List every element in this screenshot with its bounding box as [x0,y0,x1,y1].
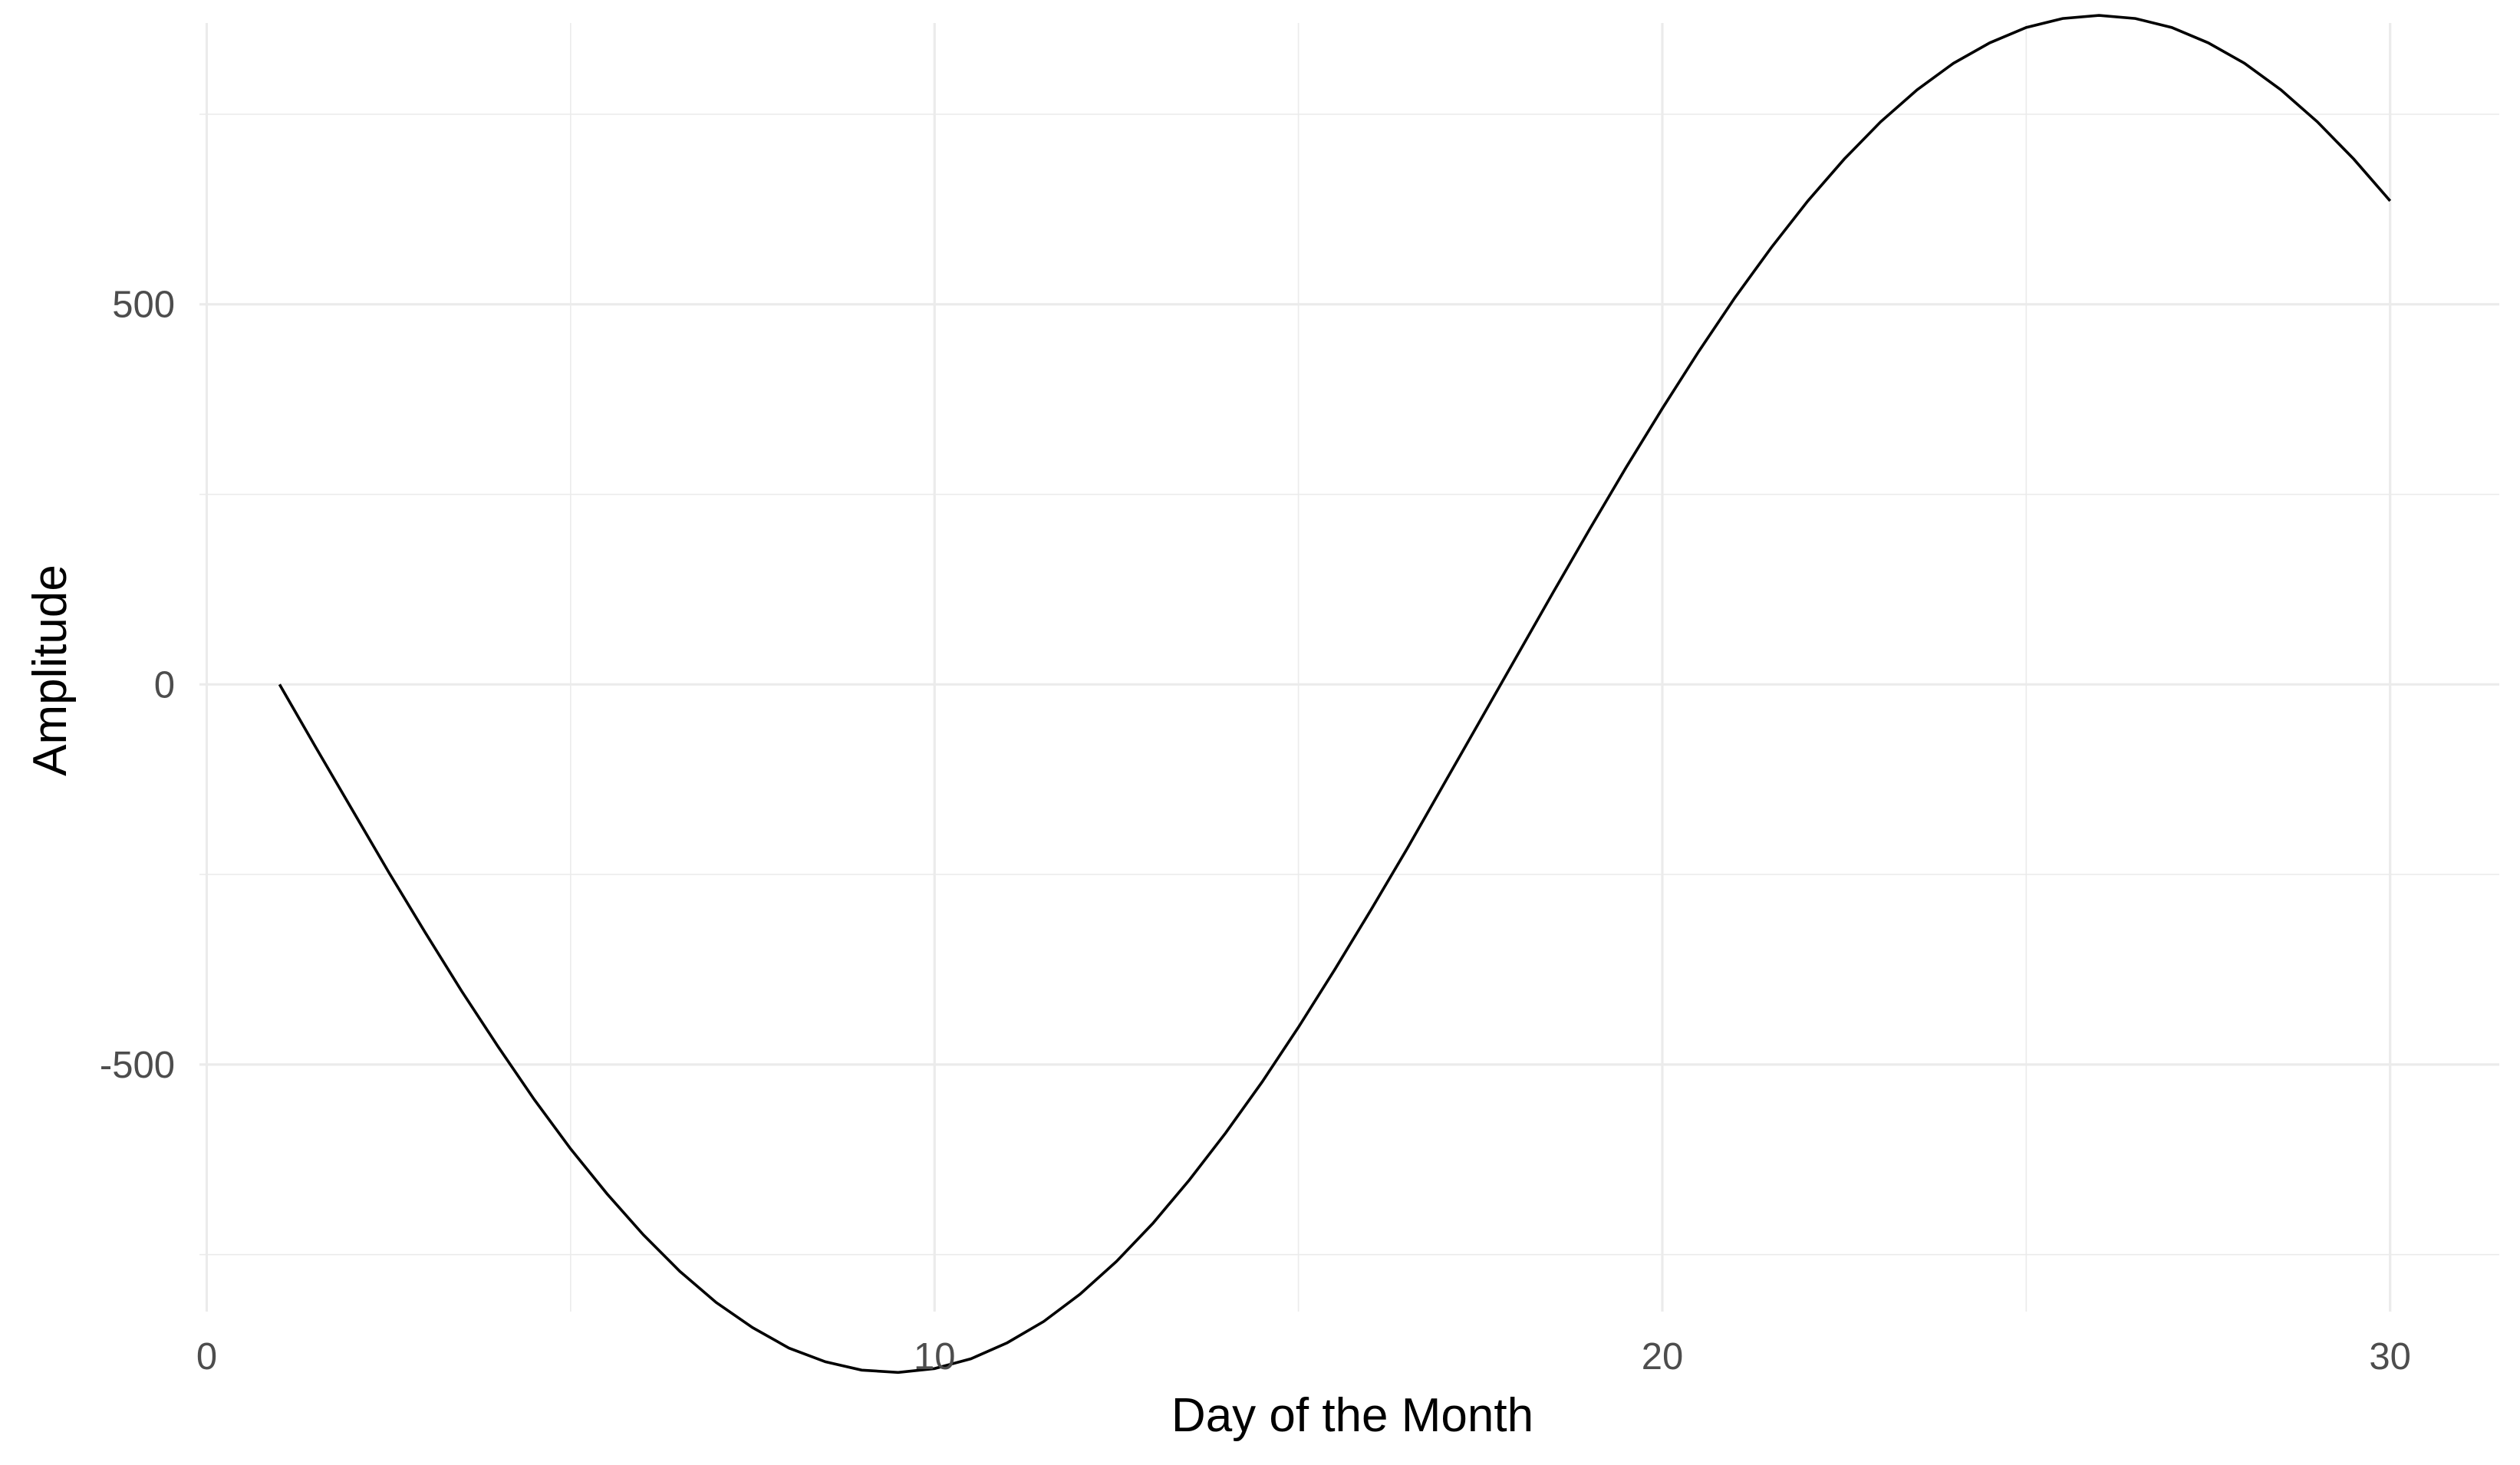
amplitude-line [278,14,2392,1374]
x-tick-label: 30 [2369,1336,2411,1378]
gridlines [199,23,2499,1312]
x-axis-tick-labels: 0 10 20 30 [196,1336,2411,1378]
y-tick-label: 500 [112,285,175,326]
x-tick-label: 10 [914,1336,956,1378]
x-tick-label: 20 [1642,1336,1684,1378]
plot-area [278,14,2392,1374]
x-tick-label: 0 [196,1336,217,1378]
y-axis-title: Amplitude [24,565,77,776]
x-axis-title: Day of the Month [1171,1389,1533,1442]
y-axis-tick-labels: -500 0 500 [100,285,175,1086]
y-tick-label: 0 [154,664,175,706]
y-tick-label: -500 [100,1045,175,1086]
